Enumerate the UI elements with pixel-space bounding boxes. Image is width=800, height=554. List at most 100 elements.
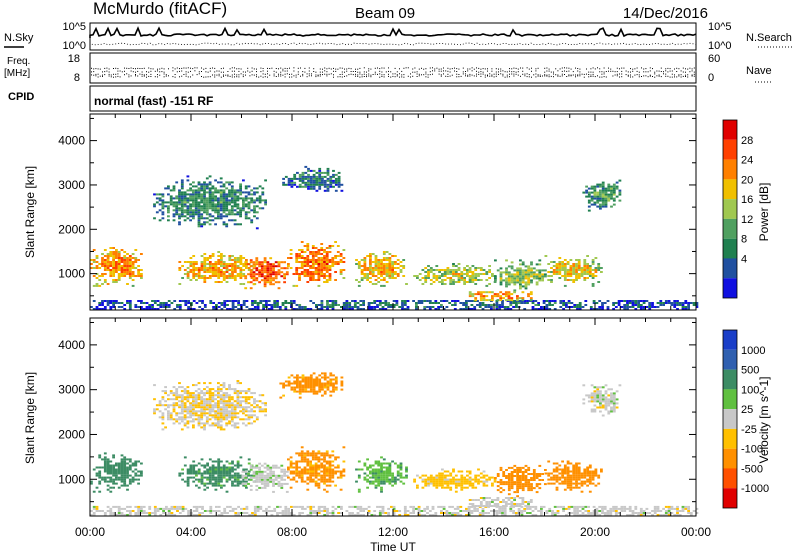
heatmap-cell xyxy=(317,308,321,310)
heatmap-cell xyxy=(530,279,533,282)
heatmap-cell xyxy=(317,482,321,485)
heatmap-cell xyxy=(394,261,397,263)
heatmap-cell xyxy=(323,478,326,481)
heatmap-cell xyxy=(101,308,104,310)
heatmap-cell xyxy=(270,306,274,308)
heatmap-cell xyxy=(373,302,377,304)
heatmap-cell xyxy=(367,512,371,514)
heatmap-cell xyxy=(587,195,591,198)
freq-sample xyxy=(469,73,471,75)
heatmap-cell xyxy=(103,263,107,265)
heatmap-cell xyxy=(223,507,227,510)
heatmap-cell xyxy=(180,199,184,202)
freq-sample xyxy=(652,76,653,77)
heatmap-cell xyxy=(106,267,110,269)
heatmap-cell xyxy=(435,275,439,277)
freq-sample xyxy=(577,68,579,69)
heatmap-cell xyxy=(172,203,176,206)
heatmap-cell xyxy=(228,476,232,479)
heatmap-cell xyxy=(106,255,110,257)
heatmap-cell xyxy=(586,273,589,275)
heatmap-cell xyxy=(186,193,190,196)
heatmap-cell xyxy=(684,505,688,508)
heatmap-cell xyxy=(520,512,524,514)
heatmap-cell xyxy=(325,253,329,255)
heatmap-cell xyxy=(233,223,237,226)
heatmap-cell xyxy=(287,458,290,461)
heatmap-cell xyxy=(612,505,615,508)
heatmap-cell xyxy=(189,195,192,198)
heatmap-cell xyxy=(314,480,318,483)
heatmap-cell xyxy=(676,510,679,512)
heatmap-cell xyxy=(211,275,215,277)
heatmap-cell xyxy=(183,456,187,459)
heatmap-cell xyxy=(274,478,278,481)
heatmap-cell xyxy=(289,462,293,465)
heatmap-cell xyxy=(498,308,502,310)
heatmap-cell xyxy=(261,193,265,196)
heatmap-cell xyxy=(252,273,256,276)
heatmap-cell xyxy=(391,460,394,463)
freq-sample xyxy=(473,68,475,70)
freq-sample xyxy=(436,67,438,69)
heatmap-cell xyxy=(520,505,524,508)
heatmap-cell xyxy=(112,474,115,477)
freq-sample xyxy=(548,70,550,72)
heatmap-cell xyxy=(187,308,190,310)
heatmap-cell xyxy=(206,271,209,273)
heatmap-cell xyxy=(231,273,234,275)
heatmap-cell xyxy=(233,201,237,204)
heatmap-cell xyxy=(178,472,182,475)
heatmap-cell xyxy=(385,462,389,465)
heatmap-cell xyxy=(528,505,532,508)
heatmap-cell xyxy=(325,259,329,261)
heatmap-cell xyxy=(326,177,330,180)
heatmap-cell xyxy=(250,474,254,477)
heatmap-cell xyxy=(295,505,299,508)
heatmap-cell xyxy=(496,293,500,296)
heatmap-cell xyxy=(399,472,403,475)
heatmap-cell xyxy=(214,209,217,212)
heatmap-cell xyxy=(230,209,234,212)
heatmap-cell xyxy=(370,306,374,308)
freq-sample xyxy=(667,71,669,73)
heatmap-cell xyxy=(134,512,138,514)
heatmap-cell xyxy=(687,306,690,308)
heatmap-cell xyxy=(470,512,474,514)
heatmap-cell xyxy=(596,201,600,204)
heatmap-cell xyxy=(620,306,624,308)
heatmap-cell xyxy=(205,187,209,190)
heatmap-cell xyxy=(269,257,273,260)
heatmap-cell xyxy=(664,300,668,302)
heatmap-cell xyxy=(120,458,124,461)
heatmap-cell xyxy=(298,279,301,281)
heatmap-cell xyxy=(208,275,212,277)
heatmap-cell xyxy=(320,265,324,267)
heatmap-cell xyxy=(306,265,310,267)
heatmap-cell xyxy=(366,267,369,269)
heatmap-cell xyxy=(128,478,132,481)
heatmap-cell xyxy=(217,191,220,194)
freq-sample xyxy=(216,74,218,76)
heatmap-cell xyxy=(651,302,654,304)
heatmap-cell xyxy=(479,293,483,296)
heatmap-cell xyxy=(366,480,369,483)
freq-sample xyxy=(588,76,590,78)
heatmap-cell xyxy=(575,277,578,279)
heatmap-cell xyxy=(317,279,321,281)
heatmap-cell xyxy=(303,480,307,483)
heatmap-cell xyxy=(253,505,257,508)
heatmap-cell xyxy=(263,277,267,280)
heatmap-cell xyxy=(382,476,386,479)
heatmap-cell xyxy=(481,304,485,306)
freq-sample xyxy=(480,68,482,70)
heatmap-cell xyxy=(197,209,201,212)
heatmap-cell xyxy=(580,275,584,277)
colorbar-tick-label: 8 xyxy=(741,234,747,246)
heatmap-cell xyxy=(101,273,104,275)
heatmap-cell xyxy=(351,512,354,514)
heatmap-cell xyxy=(371,261,375,263)
heatmap-cell xyxy=(519,259,522,262)
freq-sample xyxy=(685,71,686,73)
heatmap-cell xyxy=(356,507,360,510)
